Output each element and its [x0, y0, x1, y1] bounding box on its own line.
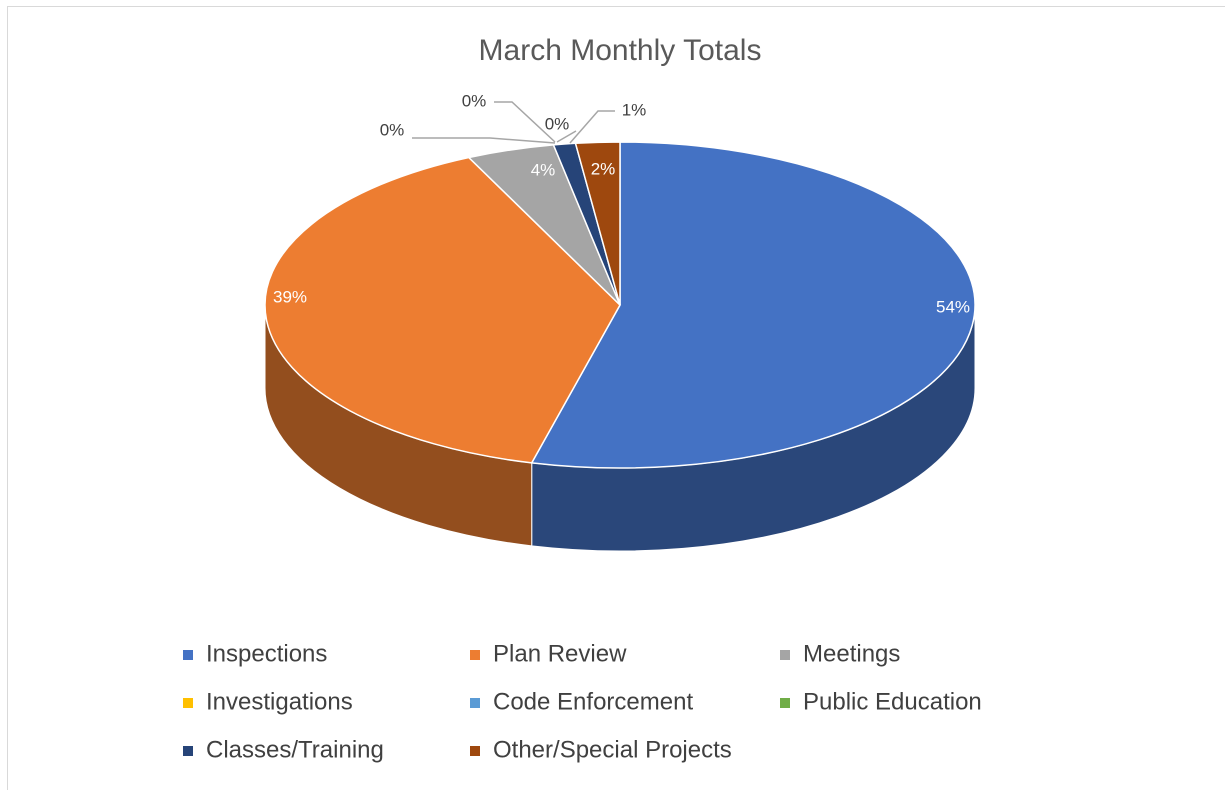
legend-marker — [470, 746, 480, 756]
legend-label: Public Education — [803, 688, 982, 715]
data-label: 0% — [462, 91, 487, 110]
data-label: 4% — [531, 160, 556, 179]
leader-line — [569, 110, 615, 144]
data-label: 39% — [273, 287, 307, 306]
leader-line — [494, 101, 556, 143]
pie-slice — [574, 141, 621, 306]
legend-label: Classes/Training — [206, 736, 384, 763]
legend-label: Other/Special Projects — [493, 736, 732, 763]
legend-marker — [470, 650, 480, 660]
legend-label: Plan Review — [493, 640, 627, 667]
leader-line — [556, 130, 577, 143]
data-label: 1% — [622, 100, 647, 119]
legend-marker — [183, 650, 193, 660]
legend-marker — [183, 698, 193, 708]
pie-slice — [264, 156, 621, 464]
legend-marker — [183, 746, 193, 756]
chart-border — [7, 6, 1225, 790]
chart-title: March Monthly Totals — [479, 34, 762, 67]
data-label: 2% — [591, 159, 616, 178]
legend-marker — [470, 698, 480, 708]
data-label: 54% — [936, 297, 970, 316]
legend-label: Investigations — [206, 688, 353, 715]
legend-marker — [780, 650, 790, 660]
data-label: 0% — [380, 120, 405, 139]
legend-label: Inspections — [206, 640, 327, 667]
pie-slice — [530, 141, 976, 469]
legend-marker — [780, 698, 790, 708]
legend-label: Meetings — [803, 640, 900, 667]
legend-label: Code Enforcement — [493, 688, 693, 715]
data-label: 0% — [545, 114, 570, 133]
leader-line — [412, 137, 556, 144]
